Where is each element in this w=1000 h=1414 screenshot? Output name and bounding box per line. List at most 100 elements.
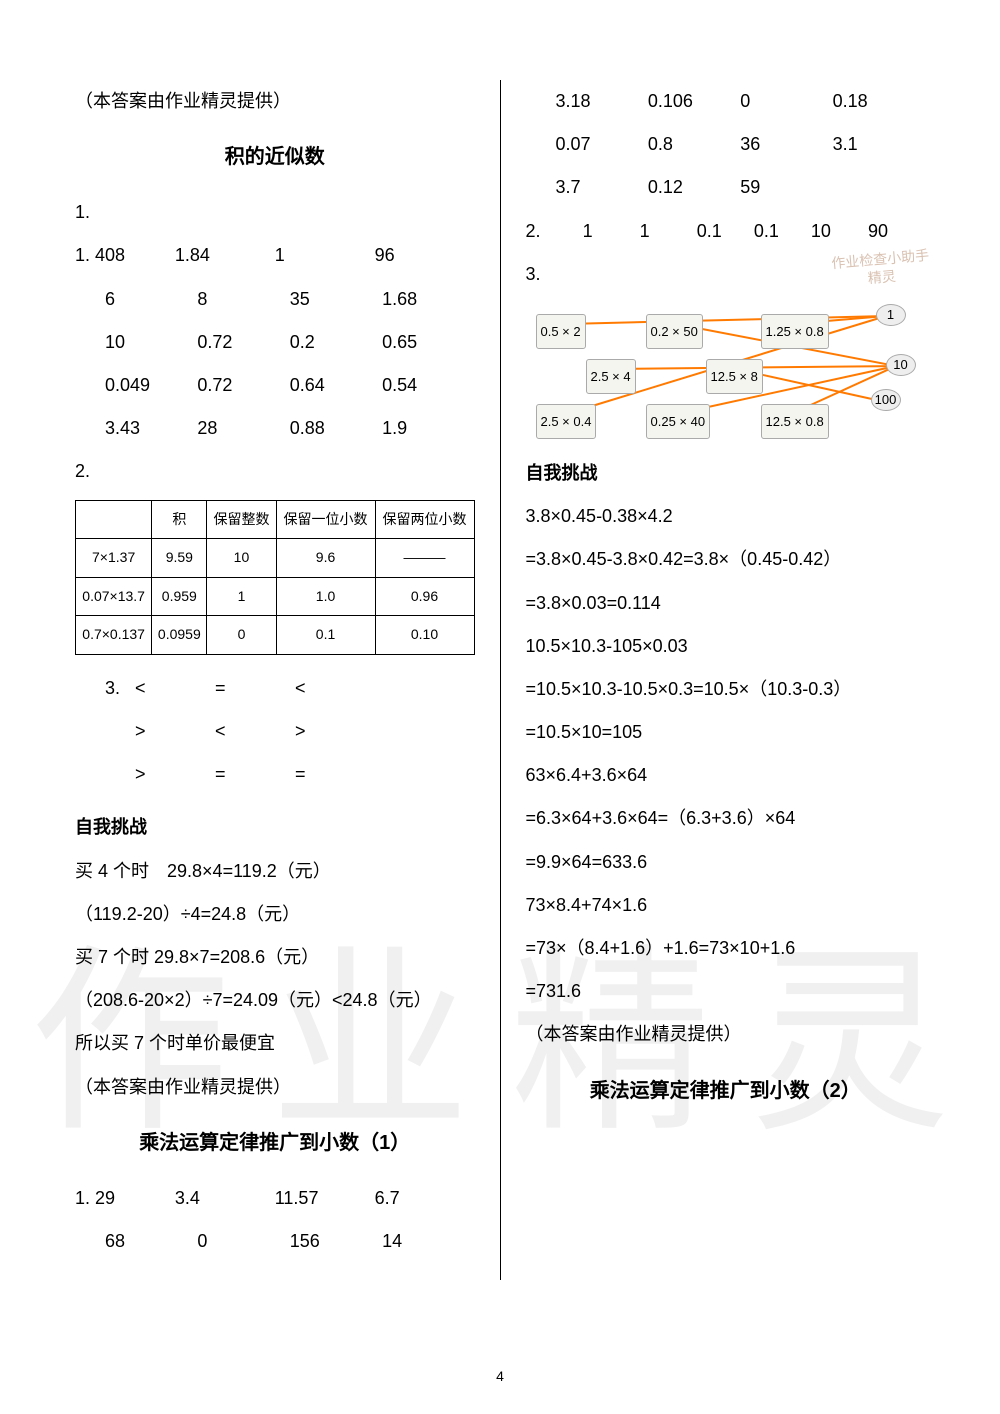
cell: 0.0959 <box>152 616 207 655</box>
section-title-1: 积的近似数 <box>75 133 475 181</box>
work-line: =3.8×0.45-3.8×0.42=3.8×（0.45-0.42） <box>526 538 926 581</box>
column-header: 积 <box>152 500 207 539</box>
section-title-2: 乘法运算定律推广到小数（1） <box>75 1119 475 1167</box>
cell: 1 <box>583 210 640 253</box>
cell <box>833 166 925 209</box>
cell: 0.1 <box>697 210 754 253</box>
cell: < <box>215 710 295 753</box>
bee-node: 0.5 × 2 <box>536 314 586 349</box>
table-row: 0.0490.720.640.54 <box>75 364 475 407</box>
cell: 0.2 <box>290 321 382 364</box>
cell: = <box>295 753 375 796</box>
cell: 6 <box>105 278 197 321</box>
cell: 0.07×13.7 <box>76 577 152 616</box>
cell: 0.72 <box>197 364 289 407</box>
q3-row-1: > < > <box>75 710 475 753</box>
table-row: 3.70.1259 <box>526 166 926 209</box>
cell: = <box>215 667 295 710</box>
challenge-title-left: 自我挑战 <box>75 806 475 849</box>
cell: 9.59 <box>152 539 207 578</box>
cell: 68 <box>105 1220 197 1263</box>
cell: 1. 408 <box>75 234 175 277</box>
cell: 14 <box>382 1220 474 1263</box>
work-line: =731.6 <box>526 970 926 1013</box>
cell: 10 <box>105 321 197 364</box>
page: （本答案由作业精灵提供） 积的近似数 1. 1. 4081.8419668351… <box>0 0 1000 1414</box>
cell: 0.049 <box>105 364 197 407</box>
cell: 1 <box>207 577 276 616</box>
cell: < <box>135 667 215 710</box>
cell: 0.959 <box>152 577 207 616</box>
table-row: 7×1.379.59109.6——— <box>76 539 475 578</box>
cell: 36 <box>740 123 832 166</box>
column-header <box>76 500 152 539</box>
column-header: 保留两位小数 <box>375 500 474 539</box>
credit-mid: （本答案由作业精灵提供） <box>75 1066 475 1109</box>
bee-node: 12.5 × 8 <box>706 359 763 394</box>
credit-top: （本答案由作业精灵提供） <box>75 80 475 123</box>
cell: 0.96 <box>375 577 474 616</box>
cell: 0 <box>740 80 832 123</box>
cell: 6.7 <box>375 1177 475 1220</box>
q3-row-0: 3. < = < <box>75 667 475 710</box>
page-number: 4 <box>0 1368 1000 1384</box>
work-line: 买 4 个时 29.8×4=119.2（元） <box>75 850 475 893</box>
cell: 0.7×0.137 <box>76 616 152 655</box>
cell: 0.106 <box>648 80 740 123</box>
cell: 0.88 <box>290 407 382 450</box>
table-row: 0.070.8363.1 <box>526 123 926 166</box>
cell: 0.64 <box>290 364 382 407</box>
flower-node: 10 <box>886 354 916 376</box>
work-line: =10.5×10.3-10.5×0.3=10.5×（10.3-0.3） <box>526 668 926 711</box>
work-line: 63×6.4+3.6×64 <box>526 754 926 797</box>
cell: 0.8 <box>648 123 740 166</box>
cell: 1.84 <box>175 234 275 277</box>
cell: 0.10 <box>375 616 474 655</box>
work-line: （208.6-20×2）÷7=24.09（元）<24.8（元） <box>75 979 475 1022</box>
q2-label: 2. <box>75 450 475 493</box>
cell: 1. 29 <box>75 1177 175 1220</box>
q2-label: 2. <box>526 210 583 253</box>
cell: 8 <box>197 278 289 321</box>
table-row: 3.180.10600.18 <box>526 80 926 123</box>
work-line: （119.2-20）÷4=24.8（元） <box>75 893 475 936</box>
cell: 156 <box>290 1220 382 1263</box>
work-line: =73×（8.4+1.6）+1.6=73×10+1.6 <box>526 927 926 970</box>
table-row: 1. 4081.84196 <box>75 234 475 277</box>
work-line: 所以买 7 个时单价最便宜 <box>75 1022 475 1065</box>
cell: 0.12 <box>648 166 740 209</box>
bee-node: 1.25 × 0.8 <box>761 314 829 349</box>
work-line: =6.3×64+3.6×64=（6.3+3.6）×64 <box>526 797 926 840</box>
cell: 3.43 <box>105 407 197 450</box>
cell: 10 <box>811 210 868 253</box>
table-row: 1. 293.411.576.7 <box>75 1177 475 1220</box>
cell: 35 <box>290 278 382 321</box>
column-divider <box>500 80 501 1280</box>
cell: 0.1 <box>276 616 375 655</box>
bee-node: 12.5 × 0.8 <box>761 404 829 439</box>
cell: 0.18 <box>833 80 925 123</box>
table-row: 3.43280.881.9 <box>75 407 475 450</box>
cell: 11.57 <box>275 1177 375 1220</box>
cell: 0.65 <box>382 321 474 364</box>
cell: 0.72 <box>197 321 289 364</box>
bee-node: 2.5 × 0.4 <box>536 404 597 439</box>
work-line: 买 7 个时 29.8×7=208.6（元） <box>75 936 475 979</box>
matching-diagram: 0.5 × 20.2 × 501.25 × 0.82.5 × 412.5 × 8… <box>526 304 926 444</box>
cell: 0.1 <box>754 210 811 253</box>
work-line: 73×8.4+74×1.6 <box>526 884 926 927</box>
table-row: 0.7×0.1370.095900.10.10 <box>76 616 475 655</box>
cell: > <box>295 710 375 753</box>
column-header: 保留一位小数 <box>276 500 375 539</box>
work-line: =3.8×0.03=0.114 <box>526 582 926 625</box>
cell: 1 <box>640 210 697 253</box>
q1-label: 1. <box>75 191 475 234</box>
bee-node: 0.25 × 40 <box>646 404 711 439</box>
table-row: 100.720.20.65 <box>75 321 475 364</box>
cell: 1.0 <box>276 577 375 616</box>
table-row: 68015614 <box>75 1220 475 1263</box>
credit-bottom: （本答案由作业精灵提供） <box>526 1013 926 1056</box>
cell: 3.4 <box>175 1177 275 1220</box>
column-header: 保留整数 <box>207 500 276 539</box>
table-row: 0.07×13.70.95911.00.96 <box>76 577 475 616</box>
